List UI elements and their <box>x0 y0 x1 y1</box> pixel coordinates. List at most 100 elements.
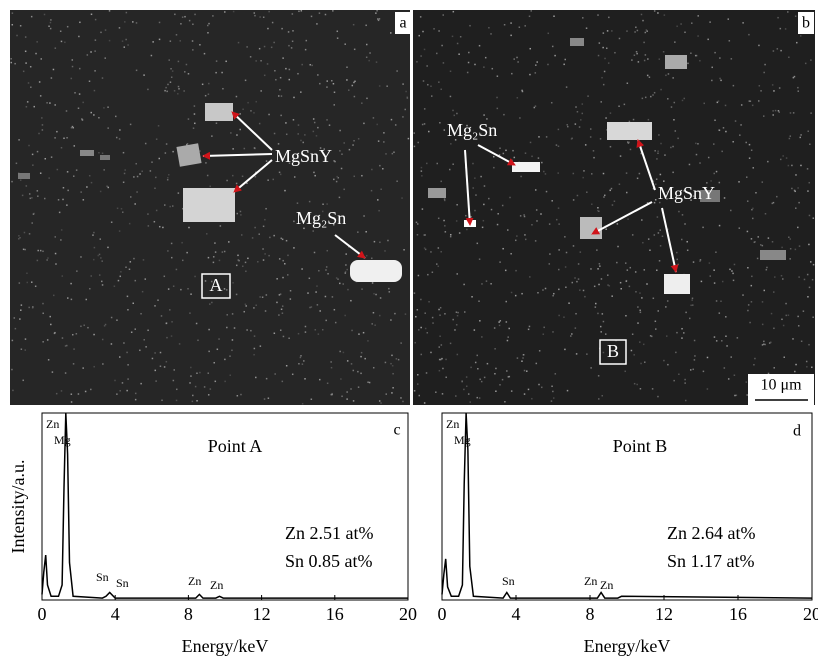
speckle <box>699 260 701 262</box>
speckle <box>576 281 578 283</box>
speckle <box>139 350 141 352</box>
speckle <box>119 390 121 392</box>
speckle <box>184 71 186 73</box>
speckle <box>93 232 95 234</box>
speckle <box>107 106 109 108</box>
speckle <box>788 314 790 316</box>
speckle <box>278 95 280 97</box>
speckle <box>806 366 808 368</box>
speckle <box>334 104 336 106</box>
speckle <box>318 270 320 272</box>
speckle <box>777 48 779 50</box>
speckle <box>318 333 320 335</box>
speckle <box>268 114 270 116</box>
speckle <box>425 249 427 251</box>
speckle <box>741 104 743 106</box>
speckle <box>396 70 398 72</box>
speckle <box>383 132 385 134</box>
speckle <box>373 293 375 295</box>
speckle <box>573 173 575 175</box>
speckle <box>438 30 440 32</box>
speckle <box>571 333 573 335</box>
speckle <box>154 188 156 190</box>
speckle <box>442 393 444 395</box>
speckle <box>98 117 100 119</box>
speckle <box>798 325 800 327</box>
speckle <box>336 181 338 183</box>
speckle <box>66 137 68 139</box>
speckle <box>25 338 27 340</box>
speckle <box>707 388 709 390</box>
speckle <box>59 212 61 214</box>
speckle <box>263 259 265 261</box>
speckle <box>18 238 20 240</box>
speckle <box>282 305 284 307</box>
speckle <box>366 255 368 257</box>
speckle <box>301 64 303 65</box>
speckle <box>745 142 747 144</box>
speckle <box>713 143 715 145</box>
speckle <box>126 12 128 14</box>
speckle <box>643 42 645 44</box>
speckle <box>598 284 600 286</box>
speckle <box>42 341 44 343</box>
speckle <box>439 314 441 316</box>
speckle <box>199 44 201 46</box>
speckle <box>25 36 27 38</box>
speckle <box>341 396 343 398</box>
speckle <box>49 102 51 104</box>
speckle <box>155 177 157 179</box>
speckle <box>619 183 621 185</box>
point-label: B <box>607 341 619 361</box>
speckle <box>746 176 748 178</box>
speckle <box>39 81 41 83</box>
speckle <box>772 241 774 243</box>
speckle <box>457 312 459 314</box>
speckle <box>64 42 66 44</box>
speckle <box>521 360 523 362</box>
speckle <box>268 397 270 399</box>
speckle <box>797 187 799 189</box>
speckle <box>549 253 551 255</box>
speckle <box>636 384 638 386</box>
speckle <box>197 340 199 342</box>
speckle <box>361 175 363 177</box>
speckle <box>243 311 245 313</box>
speckle <box>60 239 62 241</box>
speckle <box>611 30 613 32</box>
speckle <box>83 199 85 201</box>
speckle <box>753 364 755 366</box>
speckle <box>47 257 49 259</box>
speckle <box>734 395 736 397</box>
speckle <box>74 145 76 147</box>
speckle <box>809 215 811 217</box>
speckle <box>376 61 378 63</box>
speckle <box>555 373 557 375</box>
speckle <box>786 315 788 317</box>
speckle <box>54 104 56 106</box>
speckle <box>424 234 426 236</box>
y-axis-label: Intensity/a.u. <box>8 460 28 554</box>
speckle <box>608 17 610 19</box>
speckle <box>173 285 175 287</box>
speckle <box>768 373 770 375</box>
speckle <box>71 78 73 80</box>
speckle <box>66 110 68 112</box>
speckle <box>461 380 463 382</box>
speckle <box>173 369 175 371</box>
speckle <box>614 200 616 202</box>
speckle <box>119 27 121 29</box>
speckle <box>115 116 117 118</box>
speckle <box>630 149 632 151</box>
speckle <box>674 102 676 104</box>
speckle <box>440 251 442 253</box>
speckle <box>748 304 750 306</box>
speckle <box>526 370 528 372</box>
speckle <box>591 173 593 175</box>
speckle <box>71 299 73 301</box>
speckle <box>803 310 805 312</box>
speckle <box>85 391 87 393</box>
speckle <box>676 252 678 254</box>
speckle <box>468 62 470 64</box>
speckle <box>311 65 313 67</box>
